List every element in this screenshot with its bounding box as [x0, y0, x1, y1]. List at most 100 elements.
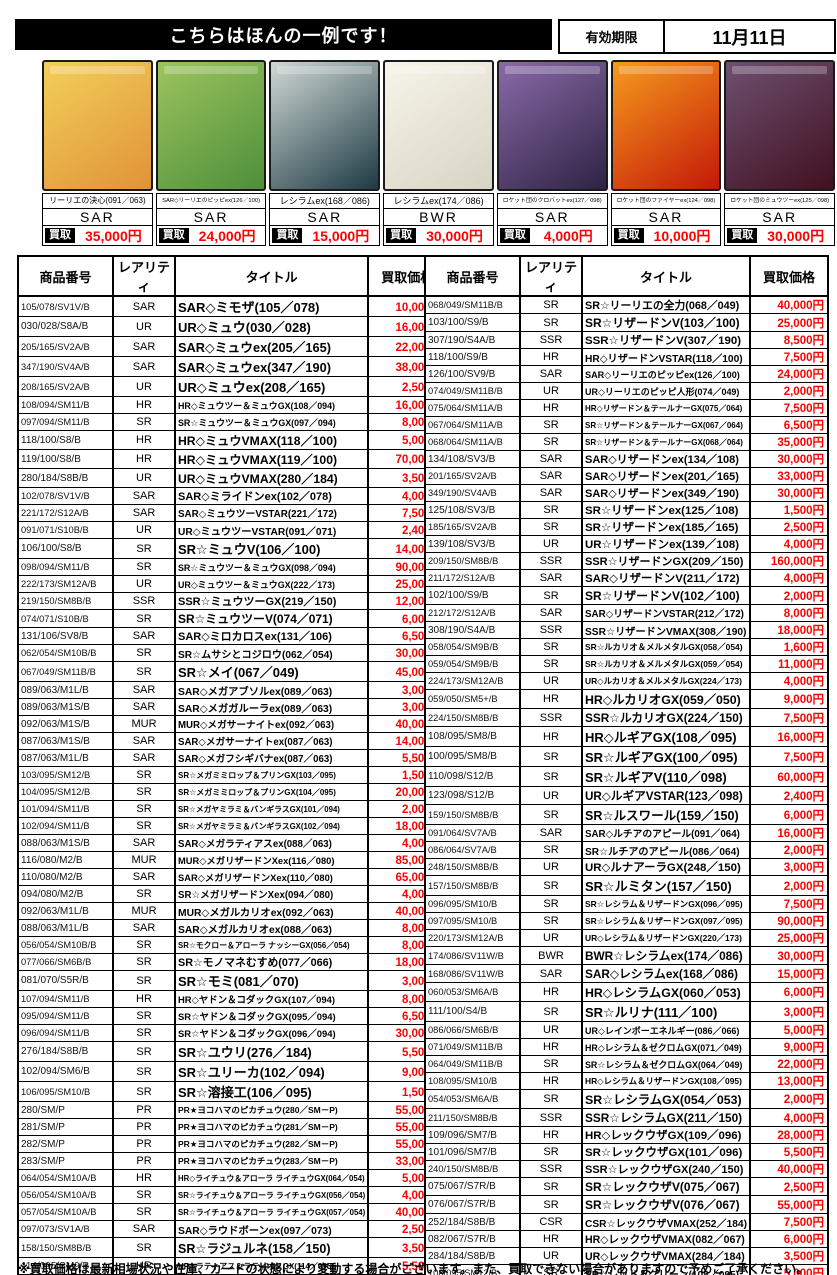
- cell-product-number: 281/SM/P: [17, 1118, 114, 1136]
- card-price: 15,000円: [312, 227, 370, 244]
- cell-rarity: SR: [112, 766, 176, 784]
- cell-product-number: 280/184/S8B/B: [17, 468, 114, 488]
- card-info-box: レシラムex(174／086) BWR 買取 30,000円: [383, 193, 494, 246]
- cell-rarity: SSR: [519, 331, 583, 349]
- card-name: SAR◇リーリエのピッピex(126／100): [156, 194, 266, 209]
- cell-rarity: SAR: [112, 732, 176, 750]
- cell-rarity: SR: [519, 433, 583, 451]
- cell-rarity: SR: [112, 1203, 176, 1221]
- cell-buy-price: 6,000円: [749, 1230, 829, 1248]
- cell-title: SR☆リザードンex(125／108): [581, 501, 751, 519]
- cell-buy-price: 8,000円: [749, 604, 829, 622]
- cell-product-number: 126/100/SV9/B: [424, 365, 521, 383]
- cell-buy-price: 3,000円: [749, 858, 829, 876]
- table-row: 100/095/SM8/B SR SR☆ルギアGX(100／095) 7,500円: [424, 746, 829, 767]
- table-row: 060/053/SM6A/B HR HR◇レシラムGX(060／053) 6,000円: [424, 982, 829, 1002]
- cell-rarity: HR: [112, 449, 176, 469]
- cell-buy-price: 7,500円: [749, 895, 829, 913]
- cell-rarity: SR: [112, 558, 176, 576]
- cell-rarity: SSR: [519, 552, 583, 570]
- cell-product-number: 074/071/S10B/B: [17, 609, 114, 628]
- cell-buy-price: 30,000円: [749, 450, 829, 468]
- cell-rarity: SR: [112, 1024, 176, 1042]
- card-info-box: ロケット団のクロバットex(127／098) SAR 買取 4,000円: [496, 193, 608, 246]
- cell-rarity: UR: [519, 382, 583, 400]
- card-item: ロケット団のミュウツーex(125／098) SAR 買取 30,000円: [724, 60, 836, 248]
- card-price: 24,000円: [198, 227, 256, 244]
- cell-rarity: SAR: [112, 627, 176, 645]
- card-info-box: ロケット団のファイヤーex(124／098) SAR 買取 10,000円: [610, 193, 722, 246]
- cell-product-number: 282/SM/P: [17, 1135, 114, 1153]
- cards-row: リーリエの決心(091／063) SAR 買取 35,000円 SAR◇リーリエのピッピ…: [42, 60, 836, 248]
- cell-product-number: 208/165/SV2A/B: [17, 376, 114, 397]
- table-row: 252/184/S8B/B CSR CSR☆レックウザVMAX(252／184) 7,…: [424, 1213, 829, 1231]
- cell-buy-price: 11,000円: [749, 655, 829, 673]
- card-price-row: 買取 30,000円: [384, 226, 493, 245]
- card-price-row: 買取 35,000円: [43, 226, 152, 245]
- cell-title: SAR◇ミロカロスex(131／106): [173, 627, 369, 645]
- cell-product-number: 103/095/SM12/B: [17, 766, 114, 784]
- table-row: 212/172/S12A/B SAR SAR◇リザードンVSTAR(212／172)…: [424, 604, 829, 622]
- banner-text: こちらはほんの一例です！: [169, 25, 398, 46]
- table-row: 118/100/S9/B HR HR◇リザードンVSTAR(118／100) 7,50…: [424, 348, 829, 366]
- buyback-tag: 買取: [386, 228, 417, 243]
- cell-product-number: 221/172/S12A/B: [17, 504, 114, 522]
- cell-rarity: UR: [112, 521, 176, 539]
- header-product-number: 商品番号: [17, 255, 114, 297]
- buyback-tag: 買取: [727, 228, 758, 243]
- cell-product-number: 118/100/S9/B: [424, 348, 521, 366]
- table-row: 248/150/SM8B/B UR UR◇ルナアーラGX(248／150) 3,000…: [424, 858, 829, 876]
- table-row: 219/150/SM8B/B SSR SSR☆ミュウツーGX(219／150) 12,…: [17, 592, 447, 610]
- cell-title: UR◇レシラム＆リザードンGX(220／173): [581, 929, 751, 947]
- cell-product-number: 098/094/SM11/B: [17, 558, 114, 576]
- cell-product-number: 116/080/M2/B: [17, 851, 114, 869]
- card-image: [383, 60, 494, 191]
- header-rarity: レアリティ: [519, 255, 583, 297]
- table-row: 284/184/S8B/B UR UR◇レックウザVMAX(284／184) 3,50…: [424, 1247, 829, 1265]
- cell-buy-price: 25,000円: [749, 929, 829, 947]
- cell-buy-price: 3,000円: [749, 1001, 829, 1022]
- cell-rarity: SR: [112, 885, 176, 903]
- cell-product-number: 347/190/SV4A/B: [17, 356, 114, 377]
- card-name: レシラムex(168／086): [270, 194, 380, 209]
- card-image: [42, 60, 153, 191]
- cell-title: SR☆モミ(081／070): [173, 970, 369, 991]
- cell-rarity: UR: [112, 316, 176, 337]
- table-row: 101/094/SM11/B SR SR☆メガヤミラミ＆バンギラスGX(101／09…: [17, 800, 447, 818]
- cell-title: SSR☆リザードンV(307／190): [581, 331, 751, 349]
- cell-title: SR☆ルスワール(159／150): [581, 804, 751, 825]
- card-image: [155, 60, 267, 191]
- table-row: 105/078/SV1V/B SAR SAR◇ミモザ(105／078) 10,000円: [17, 295, 447, 317]
- cell-rarity: SR: [112, 1061, 176, 1082]
- card-info-box: レシラムex(168／086) SAR 買取 15,000円: [269, 193, 381, 246]
- card-price: 10,000円: [653, 227, 711, 244]
- cell-rarity: SSR: [519, 621, 583, 639]
- cell-product-number: 059/054/SM9B/B: [424, 655, 521, 673]
- cell-rarity: SR: [519, 841, 583, 859]
- table-row: 087/063/M1L/B SAR SAR◇メガフシギバナex(087／063) 5,…: [17, 749, 447, 767]
- table-row: 125/108/SV3/B SR SR☆リザードンex(125／108) 1,500円: [424, 501, 829, 519]
- cell-product-number: 308/190/S4A/B: [424, 621, 521, 639]
- table-row: 185/165/SV2A/B SR SR☆リザードンex(185／165) 2,500…: [424, 518, 829, 536]
- table-row: 103/100/S9/B SR SR☆リザードンV(103／100) 25,000円: [424, 313, 829, 332]
- table-row: 062/054/SM10B/B SR SR☆ムサシとコジロウ(062／054) 30,…: [17, 644, 447, 662]
- cell-product-number: 060/053/SM6A/B: [424, 982, 521, 1002]
- table-row: 059/050/SM5+/B HR HR◇ルカリオGX(059／050) 9,000円: [424, 689, 829, 709]
- cell-product-number: 068/064/SM11A/B: [424, 433, 521, 451]
- cell-rarity: SAR: [112, 295, 176, 317]
- cell-title: SAR◇ミライドンex(102／078): [173, 487, 369, 505]
- cell-title: SAR◇リーリエのピッピex(126／100): [581, 365, 751, 383]
- table-row: 082/067/S7R/B HR HR◇レックウザVMAX(082／067) 6,00…: [424, 1230, 829, 1248]
- cell-title: SR☆レックウザV(075／067): [581, 1177, 751, 1196]
- cell-rarity: UR: [519, 535, 583, 553]
- cell-product-number: 106/095/SM10/B: [17, 1081, 114, 1102]
- cell-rarity: SR: [519, 766, 583, 787]
- cell-title: SSR☆レシラムGX(211／150): [581, 1108, 751, 1127]
- cell-buy-price: 33,000円: [749, 467, 829, 485]
- cell-product-number: 125/108/SV3/B: [424, 501, 521, 519]
- cell-title: SAR◇リザードンex(134／108): [581, 450, 751, 468]
- table-row: 134/108/SV3/B SAR SAR◇リザードンex(134／108) 30,0…: [424, 450, 829, 468]
- card-rarity: SAR: [43, 209, 152, 226]
- cell-title: CSR☆レックウザVMAX(252／184): [581, 1213, 751, 1231]
- table-row: 107/094/SM11/B HR HR◇ヤドン＆コダックGX(107／094) 8,…: [17, 990, 447, 1008]
